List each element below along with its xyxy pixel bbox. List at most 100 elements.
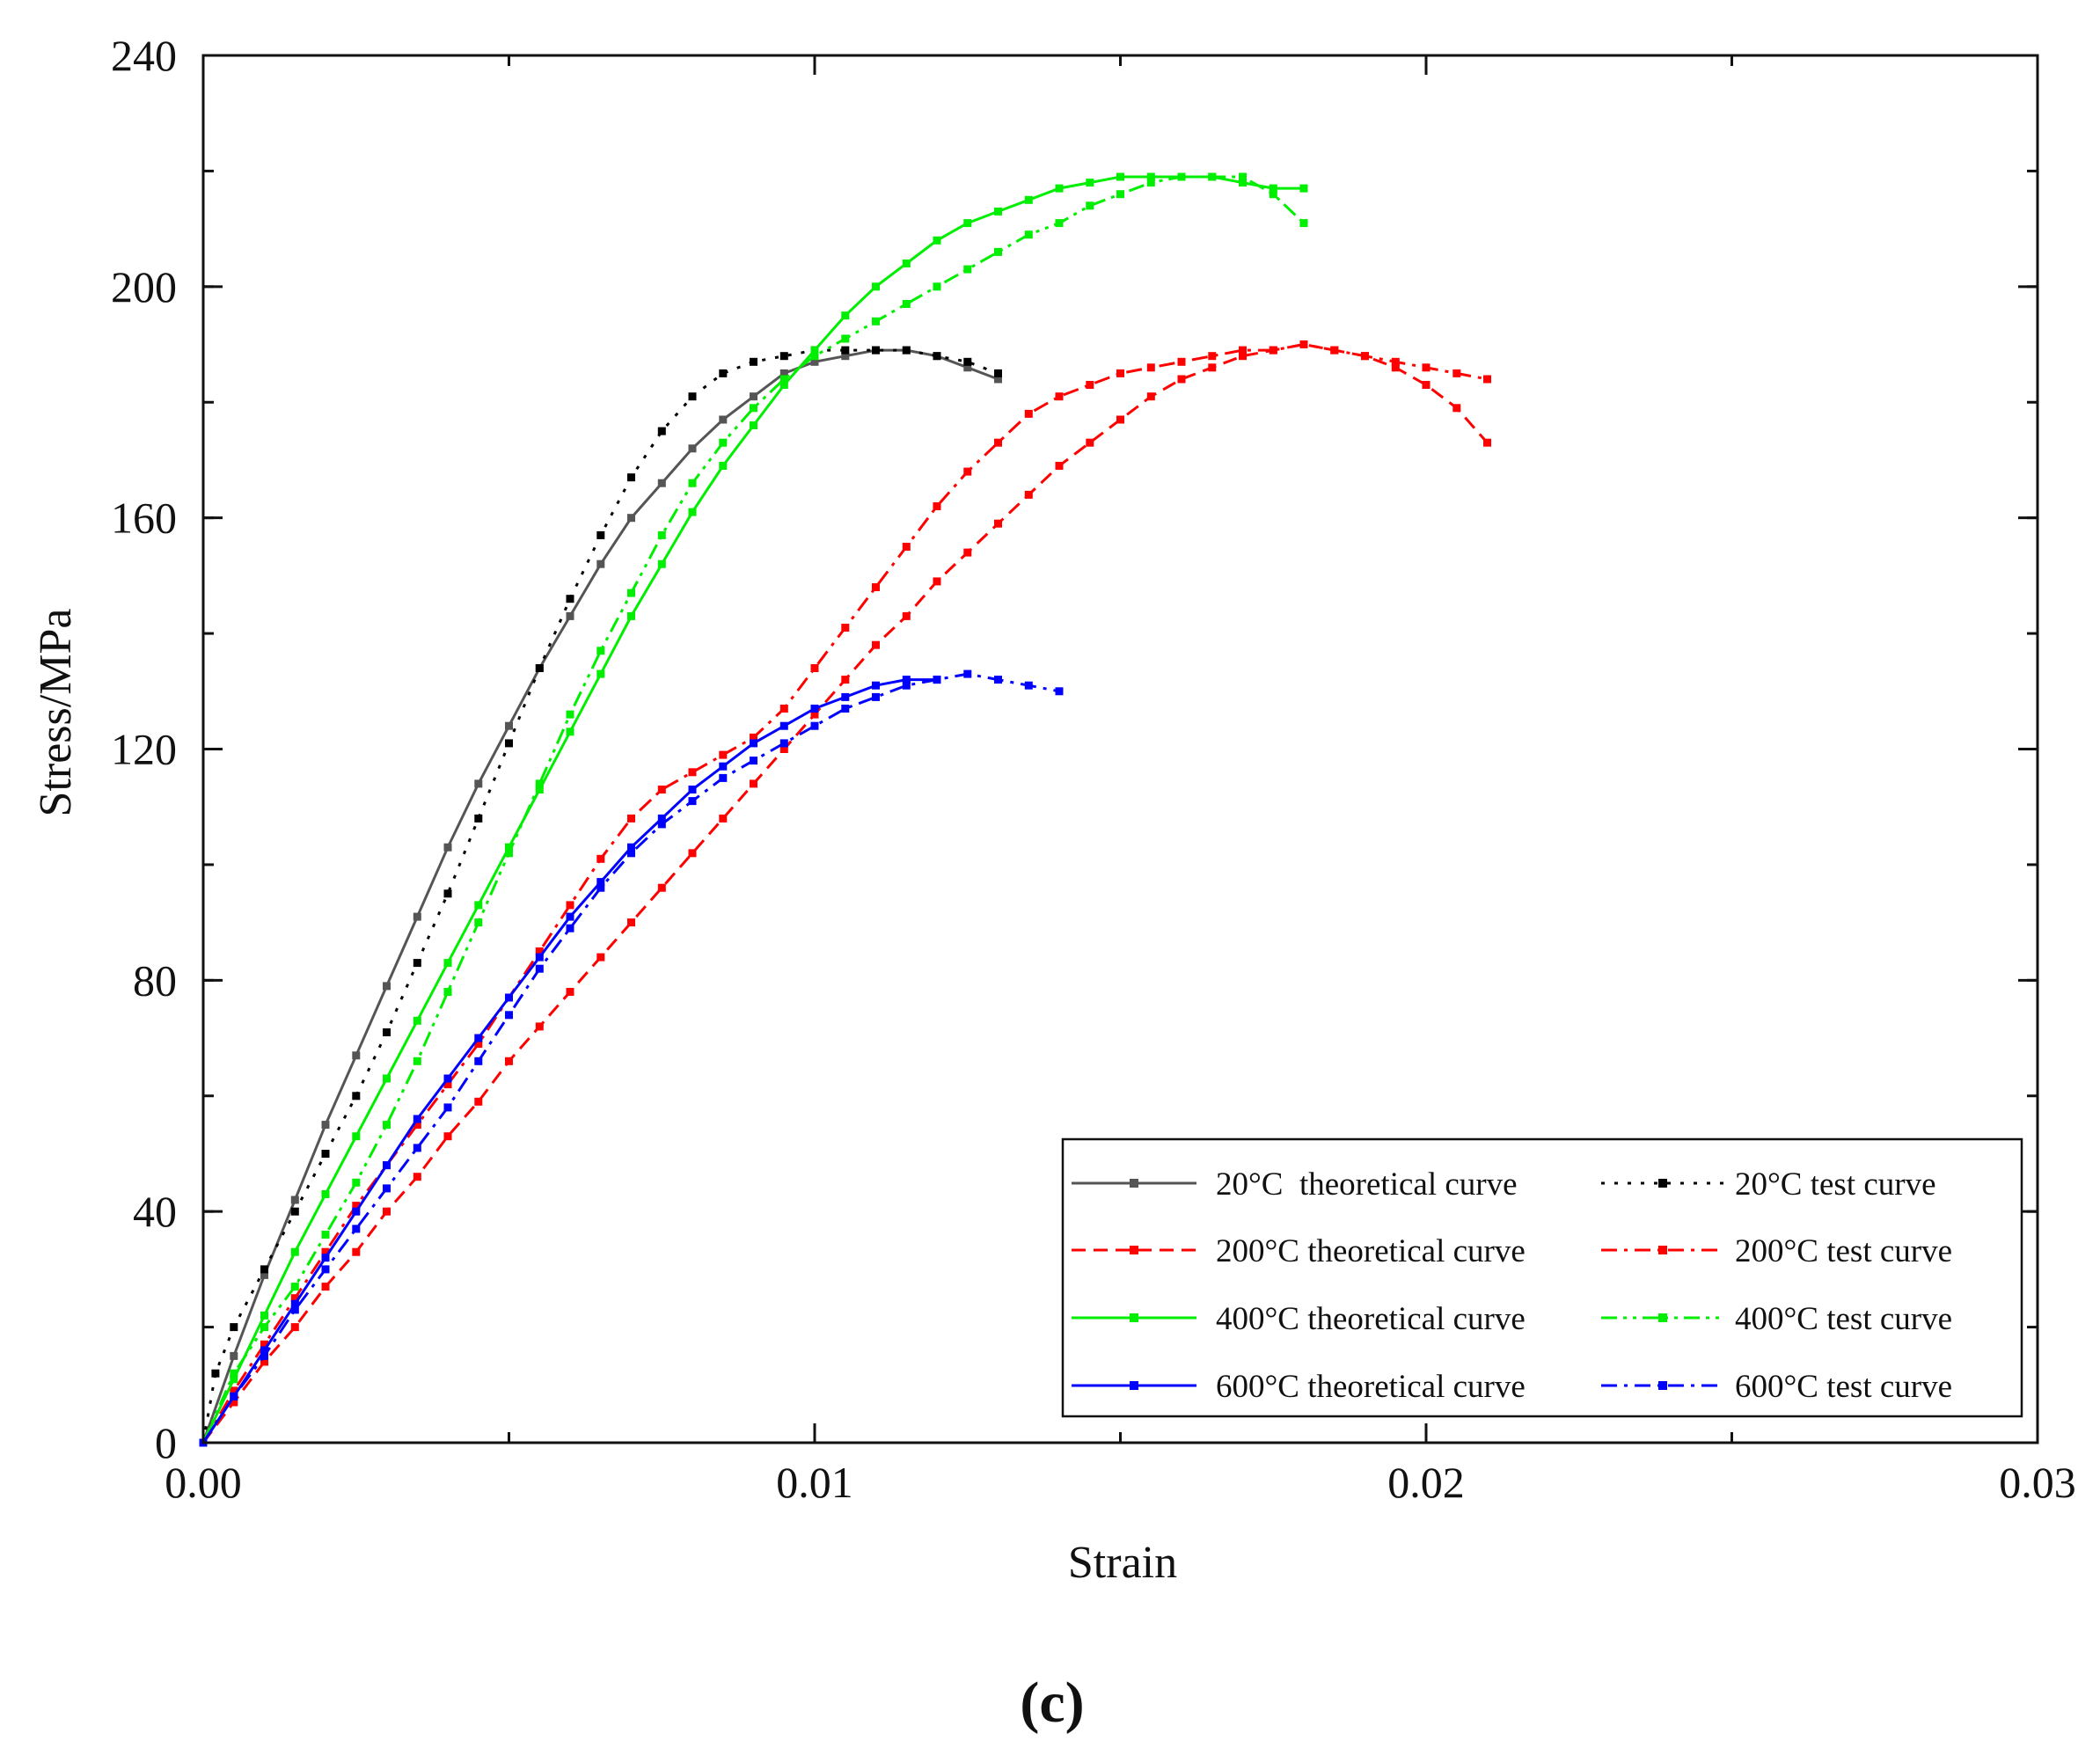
data-point — [352, 1202, 361, 1210]
data-point — [1024, 409, 1033, 418]
data-point — [1483, 438, 1491, 447]
data-point — [779, 745, 788, 753]
data-point — [230, 1386, 238, 1395]
data-point — [872, 583, 880, 591]
data-point — [505, 1057, 513, 1065]
data-point — [719, 762, 728, 771]
data-point — [290, 1196, 299, 1204]
data-point — [872, 692, 880, 701]
data-point — [750, 733, 757, 742]
data-point — [719, 369, 728, 377]
data-point — [596, 647, 605, 655]
data-point — [779, 721, 788, 730]
y-axis-title: Stress/MPa — [31, 609, 81, 817]
data-point — [505, 993, 513, 1002]
data-point — [627, 514, 635, 523]
data-point — [750, 392, 757, 401]
data-point — [1146, 172, 1155, 181]
data-point — [474, 1040, 483, 1049]
legend-marker — [1130, 1313, 1138, 1322]
data-point — [872, 681, 880, 690]
data-point — [872, 346, 880, 355]
data-point — [719, 415, 728, 424]
data-point — [902, 300, 911, 308]
data-point — [1116, 415, 1124, 424]
data-point — [474, 1097, 483, 1106]
data-point — [211, 1369, 220, 1378]
legend-box — [1061, 1137, 2023, 1418]
data-point — [1208, 363, 1217, 372]
data-point — [290, 1299, 299, 1308]
data-point — [596, 878, 605, 887]
data-point — [413, 1016, 421, 1025]
legend-marker — [1130, 1381, 1138, 1390]
data-point — [566, 595, 574, 603]
y-tick-label: 40 — [133, 1187, 177, 1236]
data-point — [1086, 201, 1094, 210]
x-tick-label: 0.02 — [1387, 1458, 1465, 1507]
legend-marker — [1130, 1179, 1138, 1188]
data-point — [230, 1351, 238, 1360]
data-point — [413, 1173, 421, 1181]
legend-item: 600°C test curve — [1601, 1369, 1952, 1405]
data-point — [902, 346, 911, 355]
data-point — [810, 664, 819, 672]
y-tick-label: 80 — [133, 955, 177, 1005]
series-layer — [199, 172, 1491, 1447]
data-point — [1208, 352, 1217, 361]
data-point — [290, 1305, 299, 1314]
data-point — [994, 676, 1002, 684]
data-point — [688, 444, 697, 453]
data-point — [352, 1051, 361, 1060]
data-point — [779, 705, 788, 713]
data-point — [443, 1132, 452, 1141]
legend-item: 600°C theoretical curve — [1072, 1369, 1526, 1405]
data-point — [352, 1178, 361, 1187]
data-point — [290, 1323, 299, 1332]
data-point — [994, 519, 1002, 528]
data-point — [1269, 190, 1277, 199]
series-6 — [199, 172, 1308, 1447]
data-point — [750, 779, 757, 788]
data-point — [1086, 438, 1094, 447]
data-point — [841, 311, 850, 320]
figure-caption: (c) — [1020, 1671, 1084, 1735]
data-point — [841, 705, 850, 713]
data-point — [750, 421, 757, 429]
data-point — [443, 1103, 452, 1112]
data-point — [413, 1144, 421, 1152]
data-point — [1055, 462, 1064, 470]
series-7 — [199, 676, 941, 1447]
data-point — [443, 959, 452, 968]
data-point — [1086, 381, 1094, 389]
data-point — [688, 508, 697, 516]
data-point — [688, 797, 697, 806]
data-point — [994, 438, 1002, 447]
data-point — [963, 265, 972, 274]
data-point — [230, 1392, 238, 1400]
data-point — [443, 843, 452, 852]
data-point — [933, 282, 941, 291]
data-point — [779, 352, 788, 361]
data-point — [321, 1190, 330, 1198]
legend-item: 400°C theoretical curve — [1072, 1301, 1526, 1337]
data-point — [321, 1254, 330, 1262]
data-point — [688, 786, 697, 793]
data-point — [260, 1346, 268, 1355]
data-point — [566, 988, 574, 996]
data-point — [1422, 381, 1430, 389]
data-point — [505, 739, 513, 748]
legend-marker — [1658, 1381, 1667, 1390]
data-point — [321, 1283, 330, 1291]
data-point — [1299, 184, 1308, 193]
data-point — [352, 1225, 361, 1233]
legend-label: 400°C test curve — [1735, 1301, 1952, 1337]
data-point — [933, 577, 941, 586]
data-point — [352, 1092, 361, 1101]
data-point — [1146, 392, 1155, 401]
data-point — [413, 1121, 421, 1130]
data-point — [474, 779, 483, 788]
legend-label: 600°C theoretical curve — [1216, 1369, 1526, 1405]
